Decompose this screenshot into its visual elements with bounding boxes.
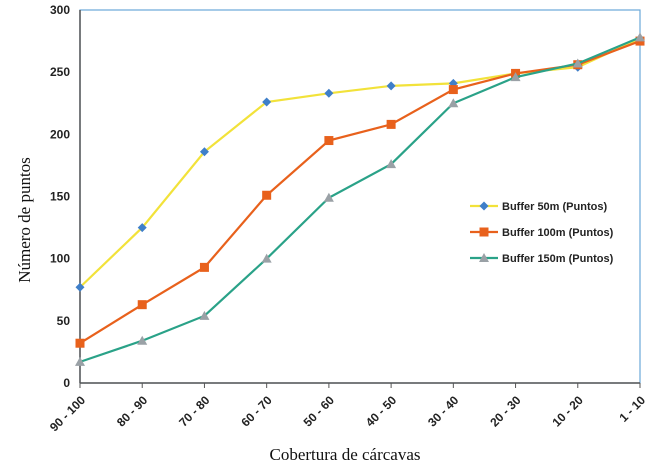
diamond-marker (479, 201, 489, 211)
x-tick-label: 40 - 50 (363, 393, 400, 430)
series-3 (75, 32, 645, 366)
x-tick-label: 10 - 20 (550, 393, 587, 430)
x-tick-label: 30 - 40 (425, 393, 462, 430)
legend-label: Buffer 150m (Puntos) (502, 253, 614, 265)
triangle-marker (323, 192, 334, 202)
triangle-marker (137, 335, 148, 345)
x-tick-label: 20 - 30 (487, 393, 524, 430)
square-marker (324, 136, 334, 146)
triangle-marker (386, 159, 397, 169)
square-marker (386, 119, 396, 129)
y-tick-labels: 0 50 100 150 200 250 300 (50, 3, 70, 390)
triangle-marker (261, 253, 272, 263)
legend-item: Buffer 50m (Puntos) (470, 201, 607, 213)
y-tick-label: 300 (50, 3, 70, 17)
y-tick-label: 250 (50, 65, 70, 79)
square-marker (75, 338, 85, 348)
legend-item: Buffer 150m (Puntos) (470, 253, 614, 265)
legend-item: Buffer 100m (Puntos) (470, 227, 614, 239)
triangle-marker (448, 98, 459, 108)
triangle-marker (572, 58, 583, 68)
square-marker (262, 190, 272, 200)
series-line (79, 40, 641, 345)
legend-label: Buffer 100m (Puntos) (502, 227, 614, 239)
x-tick-label: 60 - 70 (238, 393, 275, 430)
diamond-marker (199, 147, 209, 157)
diamond-marker (137, 223, 147, 233)
series-line (79, 37, 641, 289)
y-tick-label: 50 (57, 314, 71, 328)
series-2 (75, 36, 645, 348)
square-marker (137, 300, 147, 310)
diamond-marker (262, 97, 272, 107)
y-tick-label: 200 (50, 127, 70, 141)
square-marker (479, 227, 489, 237)
y-axis-label: Número de puntos (15, 157, 34, 283)
square-marker (448, 85, 458, 95)
series-group (75, 32, 645, 366)
y-tick-label: 150 (50, 190, 70, 204)
square-marker (199, 262, 209, 272)
triangle-marker (75, 356, 85, 366)
x-axis-label: Cobertura de cárcavas (269, 445, 420, 464)
triangle-marker (479, 253, 489, 262)
diamond-marker (75, 282, 85, 292)
x-tick-label: 90 - 100 (47, 393, 88, 434)
legend-label: Buffer 50m (Puntos) (502, 201, 607, 213)
triangle-marker (635, 32, 645, 42)
y-tick-label: 0 (63, 376, 70, 390)
triangle-marker (510, 72, 521, 82)
legend: Buffer 50m (Puntos) Buffer 100m (Puntos) B… (470, 201, 614, 265)
x-tick-label: 1 - 10 (616, 393, 648, 425)
x-tick-label: 70 - 80 (176, 393, 213, 430)
triangle-marker (199, 310, 210, 320)
series-line (79, 36, 641, 363)
diamond-marker (324, 88, 334, 98)
y-tick-label: 100 (50, 252, 70, 266)
x-tick-label: 50 - 60 (301, 393, 338, 430)
x-tick-labels: 90 - 100 80 - 90 70 - 80 60 - 70 50 - 60 40 -… (47, 383, 648, 434)
diamond-marker (386, 81, 396, 91)
plot-area-border (79, 9, 641, 384)
axes (79, 9, 641, 384)
x-tick-label: 80 - 90 (114, 393, 151, 430)
